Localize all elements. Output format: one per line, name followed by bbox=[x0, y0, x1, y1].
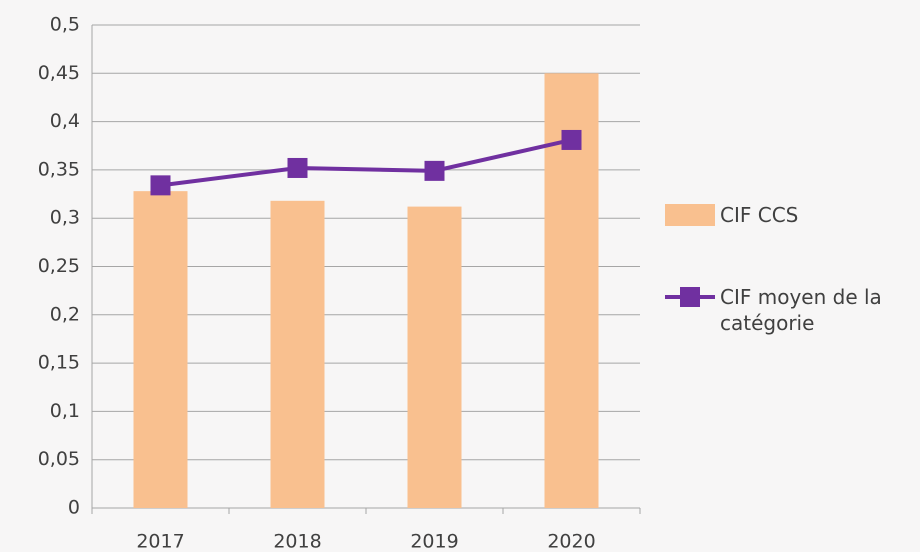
y-tick-label: 0 bbox=[68, 497, 80, 519]
y-tick-label: 0,45 bbox=[38, 62, 80, 84]
y-tick-label: 0,5 bbox=[50, 14, 80, 36]
legend-label: CIF CCS bbox=[720, 203, 799, 227]
x-tick-label: 2020 bbox=[547, 531, 595, 552]
legend-label: CIF moyen de la catégorie bbox=[720, 285, 882, 335]
y-tick-label: 0,25 bbox=[38, 255, 80, 277]
y-tick-label: 0,4 bbox=[50, 110, 80, 132]
bar bbox=[133, 191, 188, 509]
line-marker bbox=[150, 175, 171, 196]
y-tick-label: 0,35 bbox=[38, 158, 80, 180]
y-tick-label: 0,2 bbox=[50, 303, 80, 325]
line-marker bbox=[424, 160, 445, 181]
legend-swatch bbox=[665, 204, 715, 226]
line-marker bbox=[287, 157, 308, 178]
y-tick-label: 0,1 bbox=[50, 400, 80, 422]
y-tick-label: 0,3 bbox=[50, 207, 80, 229]
y-tick-label: 0,05 bbox=[38, 448, 80, 470]
line-marker bbox=[561, 129, 582, 150]
x-tick-label: 2018 bbox=[273, 531, 321, 552]
y-tick-label: 0,15 bbox=[38, 352, 80, 374]
x-tick-label: 2019 bbox=[410, 531, 458, 552]
legend-swatch bbox=[680, 287, 700, 307]
x-tick-label: 2017 bbox=[136, 531, 184, 552]
bar bbox=[407, 206, 462, 508]
line bbox=[160, 138, 572, 188]
bar bbox=[270, 200, 325, 508]
